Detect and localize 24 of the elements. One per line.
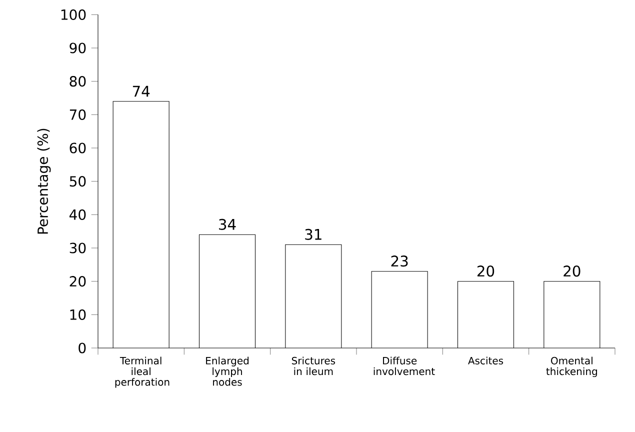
data-label: 74 bbox=[132, 86, 150, 97]
x-tick-label: Enlarged lymph nodes bbox=[206, 356, 249, 386]
y-tick-label: 90 bbox=[70, 42, 86, 54]
y-tick-label: 0 bbox=[78, 342, 86, 354]
x-tick-label: Srictures in ileum bbox=[292, 356, 336, 376]
y-tick-label: 70 bbox=[70, 109, 86, 120]
y-tick-label: 10 bbox=[70, 309, 86, 320]
x-tick-label: Ascites bbox=[468, 356, 504, 364]
data-label: 31 bbox=[305, 228, 322, 240]
y-tick-label: 20 bbox=[70, 276, 86, 287]
y-tick-label: 80 bbox=[70, 76, 86, 87]
y-tick-label: 50 bbox=[70, 176, 86, 187]
x-tick-label: Terminal ileal perforation bbox=[115, 356, 170, 388]
y-axis-title: Percentage (%) bbox=[37, 128, 51, 234]
x-tick-label: Diffuse involvement bbox=[374, 356, 435, 376]
data-label: 23 bbox=[391, 256, 408, 267]
data-label: 34 bbox=[219, 218, 236, 230]
y-tick-label: 30 bbox=[70, 242, 86, 254]
x-tick-label: Omental thickening bbox=[546, 356, 597, 378]
data-label: 20 bbox=[477, 266, 494, 277]
y-tick-label: 40 bbox=[69, 209, 86, 220]
y-tick-label: 60 bbox=[70, 142, 86, 154]
data-label: 20 bbox=[564, 266, 580, 277]
y-tick-label: 100 bbox=[61, 9, 86, 20]
